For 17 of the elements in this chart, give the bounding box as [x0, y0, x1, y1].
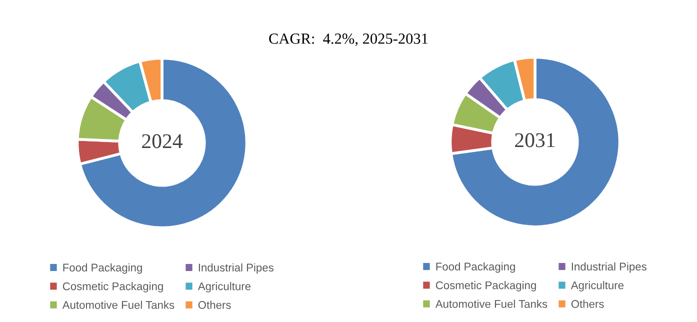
donut-slice — [450, 56, 622, 228]
legend-label: Agriculture — [198, 282, 251, 292]
text: 2024 — [142, 134, 183, 148]
legend-label: Cosmetic Packaging — [62, 282, 163, 292]
donut-slice — [78, 56, 248, 230]
legend-label: Automotive Fuel Tanks — [435, 300, 548, 308]
legend-label: Cosmetic Packaging — [436, 281, 536, 292]
legend-label: Food Packaging — [63, 263, 142, 274]
legend-label: Others — [571, 300, 604, 308]
text: 2031 — [515, 133, 555, 148]
legend-label: Industrial Pipes — [198, 263, 274, 274]
legend-label: Food Packaging — [436, 262, 515, 273]
legend-label: Automotive Fuel Tanks — [62, 300, 174, 309]
legend-label: Agriculture — [570, 281, 624, 292]
legend-label: Industrial Pipes — [572, 262, 646, 273]
legend-label: Others — [198, 300, 231, 309]
text: CAGR: 4.2%, 2025-2031 — [269, 34, 428, 46]
